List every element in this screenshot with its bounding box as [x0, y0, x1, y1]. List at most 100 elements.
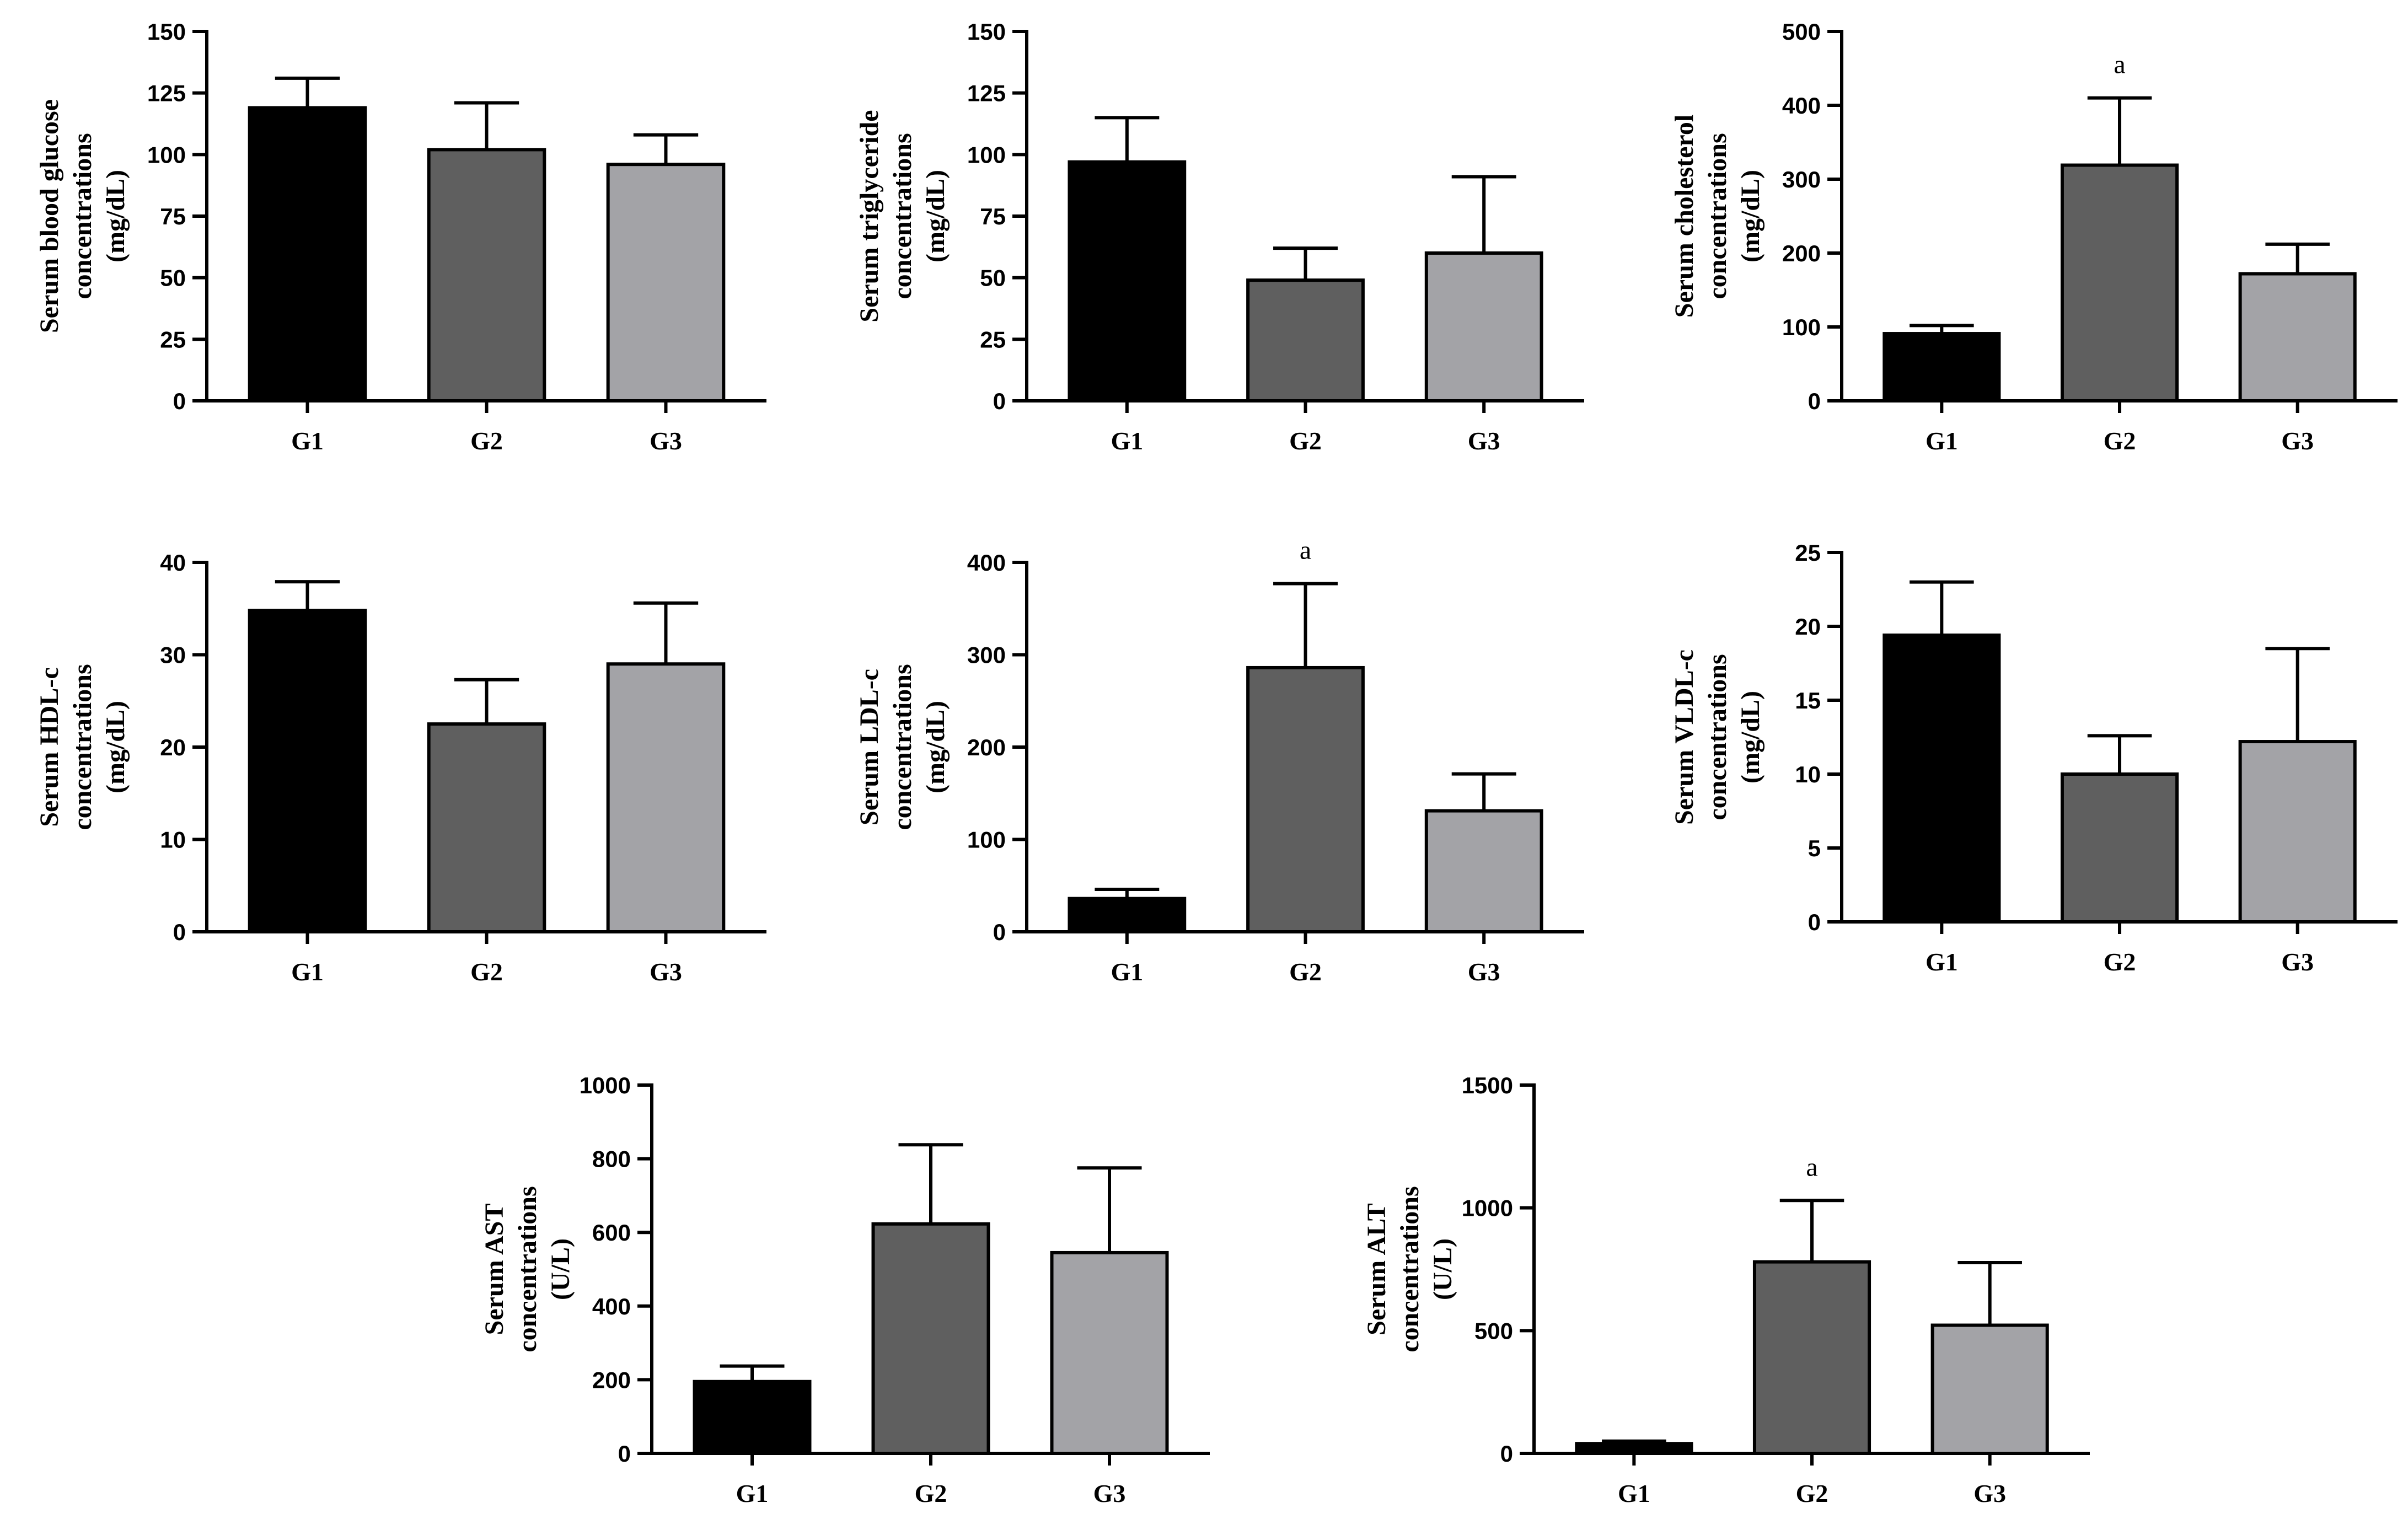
bar-g3 [606, 662, 726, 933]
x-tick-label: G3 [650, 427, 682, 455]
x-tick-label: G1 [1111, 427, 1143, 455]
x-tick-label: G3 [1973, 1479, 2006, 1507]
y-axis-label: concentrations [888, 133, 917, 299]
significance-annotation: a [1806, 1152, 1817, 1182]
y-tick-label: 40 [160, 550, 186, 576]
bar-g2 [1752, 1260, 1871, 1455]
y-axis-label: (mg/dL) [1736, 170, 1765, 262]
y-axis-label: (mg/dL) [1736, 691, 1765, 783]
x-tick-label: G1 [1111, 958, 1143, 986]
y-tick-label: 300 [967, 642, 1006, 668]
y-tick-label: 10 [160, 827, 186, 853]
bar-g3 [606, 163, 726, 402]
x-tick-label: G2 [915, 1479, 947, 1507]
y-axis-label: concentrations [1703, 133, 1732, 299]
y-tick-label: 300 [1782, 167, 1821, 192]
bar-g2 [2060, 163, 2179, 402]
bar-g2 [427, 148, 546, 402]
bar-g3 [1050, 1250, 1169, 1455]
y-tick-label: 0 [173, 388, 186, 414]
chart-panel-4: 0 10 20 30 40 G1 G2 G3 Serum HDL-c concentrations… [35, 550, 766, 986]
chart-panel-7: 0 200 400 600 800 1000 G1 G2 G3 Serum AST concentr… [480, 1072, 1210, 1507]
chart-panel-3: 0 100 200 300 400 500 G1 G2 a G3 Serum cholesterol… [1670, 19, 2398, 455]
bar-g1 [1068, 897, 1187, 933]
y-tick-label: 400 [1782, 93, 1821, 119]
chart-panel-6: 0 5 10 15 20 25 G1 G2 G3 Serum VLDL-c concentratio… [1670, 540, 2398, 976]
x-tick-label: G2 [1796, 1479, 1828, 1507]
bar-g1 [1575, 1442, 1693, 1456]
y-axis-label: concentrations [68, 133, 97, 299]
y-axis-label: concentrations [888, 664, 917, 830]
y-axis-label: Serum blood glucose [35, 99, 64, 333]
y-tick-label: 0 [173, 919, 186, 945]
y-axis-label: Serum cholesterol [1670, 115, 1699, 318]
y-tick-label: 20 [160, 734, 186, 760]
y-tick-label: 30 [160, 642, 186, 668]
x-tick-label: G2 [470, 958, 503, 986]
bar-g1 [1068, 160, 1187, 402]
x-tick-label: G1 [291, 427, 324, 455]
x-tick-label: G3 [1468, 958, 1500, 986]
y-tick-label: 1500 [1462, 1072, 1513, 1098]
y-axis-label: Serum AST [480, 1204, 509, 1335]
y-tick-label: 25 [980, 326, 1006, 352]
y-axis-label: (mg/dL) [101, 170, 130, 262]
bar-g2 [871, 1222, 990, 1455]
y-tick-label: 25 [1795, 540, 1821, 566]
x-tick-label: G1 [736, 1479, 769, 1507]
y-tick-label: 400 [592, 1293, 631, 1319]
y-axis-label: concentrations [68, 664, 97, 830]
y-tick-label: 500 [1782, 19, 1821, 45]
y-tick-label: 50 [160, 265, 186, 291]
y-axis-label: Serum triglyceride [855, 110, 884, 322]
y-axis-label: (mg/dL) [921, 170, 950, 262]
bar-g1 [1883, 332, 2001, 402]
bar-g1 [693, 1380, 812, 1455]
y-tick-label: 150 [967, 19, 1006, 45]
y-tick-label: 5 [1808, 835, 1821, 861]
y-tick-label: 0 [993, 919, 1006, 945]
y-tick-label: 200 [592, 1367, 631, 1393]
x-tick-label: G3 [1093, 1479, 1126, 1507]
y-tick-label: 75 [160, 203, 186, 229]
y-tick-label: 100 [147, 142, 186, 168]
significance-annotation: a [2114, 50, 2125, 79]
y-tick-label: 125 [967, 80, 1006, 106]
significance-annotation: a [1300, 536, 1311, 565]
bar-g2 [2060, 772, 2179, 924]
y-tick-label: 400 [967, 550, 1006, 576]
y-axis-label: Serum VLDL-c [1670, 650, 1699, 825]
x-tick-label: G2 [1289, 958, 1322, 986]
y-axis-label: Serum LDL-c [855, 669, 884, 825]
y-tick-label: 100 [967, 827, 1006, 853]
bar-g3 [2238, 740, 2357, 924]
y-tick-label: 25 [160, 326, 186, 352]
y-tick-label: 100 [967, 142, 1006, 168]
y-tick-label: 0 [1500, 1441, 1513, 1467]
x-tick-label: G3 [2281, 427, 2314, 455]
x-tick-label: G1 [1618, 1479, 1650, 1507]
x-tick-label: G2 [1289, 427, 1322, 455]
y-tick-label: 200 [1782, 240, 1821, 266]
y-tick-label: 800 [592, 1146, 631, 1172]
y-axis-label: (U/L) [1428, 1238, 1457, 1300]
bar-g2 [427, 722, 546, 933]
bar-g1 [248, 106, 367, 402]
x-tick-label: G3 [1468, 427, 1500, 455]
bar-g3 [2238, 272, 2357, 402]
y-axis-label: Serum ALT [1362, 1203, 1391, 1335]
y-tick-label: 20 [1795, 614, 1821, 640]
chart-panel-1: 0 25 50 75 100 125 150 G1 G2 G3 Serum blood glucos… [35, 19, 766, 455]
x-tick-label: G1 [1926, 427, 1958, 455]
y-tick-label: 50 [980, 265, 1006, 291]
y-tick-label: 1000 [580, 1072, 631, 1098]
bar-g3 [1930, 1323, 2049, 1455]
y-axis-label: (mg/dL) [101, 701, 130, 793]
chart-panel-5: 0 100 200 300 400 G1 G2 a G3 Serum LDL-c concentra… [855, 536, 1584, 986]
bar-g2 [1246, 278, 1365, 402]
y-tick-label: 0 [618, 1441, 631, 1467]
y-axis-label: (U/L) [546, 1238, 575, 1300]
chart-panel-2: 0 25 50 75 100 125 150 G1 G2 G3 Serum triglyceride… [855, 19, 1584, 455]
x-tick-label: G2 [470, 427, 503, 455]
bar-g3 [1424, 251, 1543, 402]
